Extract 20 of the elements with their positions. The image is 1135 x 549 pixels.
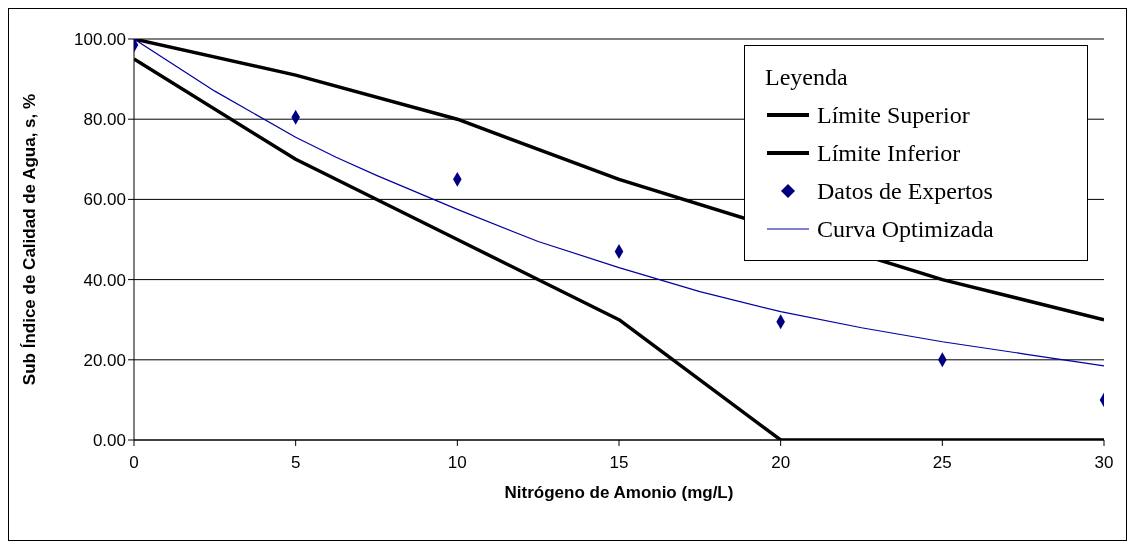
x-tick-label: 30 xyxy=(1094,453,1114,473)
y-tick-label: 0.00 xyxy=(92,431,126,451)
x-tick-label: 5 xyxy=(290,453,301,473)
legend-title: Leyenda xyxy=(765,63,849,92)
x-tick-label: 0 xyxy=(129,453,139,473)
x-tick-label: 20 xyxy=(771,453,791,473)
y-tick-label: 100.00 xyxy=(74,30,126,50)
legend-label: Curva Optimizada xyxy=(817,215,994,244)
x-tick-label: 15 xyxy=(609,453,629,473)
x-tick-label: 25 xyxy=(932,453,952,473)
x-tick-label: 10 xyxy=(447,453,467,473)
legend-label: Límite Superior xyxy=(817,101,970,130)
y-axis-title: Sub Índice de Calidad de Agua, s, % xyxy=(20,93,40,386)
y-tick-label: 80.00 xyxy=(83,110,126,130)
y-tick-label: 60.00 xyxy=(83,190,126,210)
x-axis-title: Nitrógeno de Amonio (mg/L) xyxy=(504,483,734,502)
legend-label: Datos de Expertos xyxy=(817,177,993,206)
legend-label: Límite Inferior xyxy=(817,139,961,168)
y-tick-label: 20.00 xyxy=(83,350,126,370)
y-tick-label: 40.00 xyxy=(83,270,126,290)
